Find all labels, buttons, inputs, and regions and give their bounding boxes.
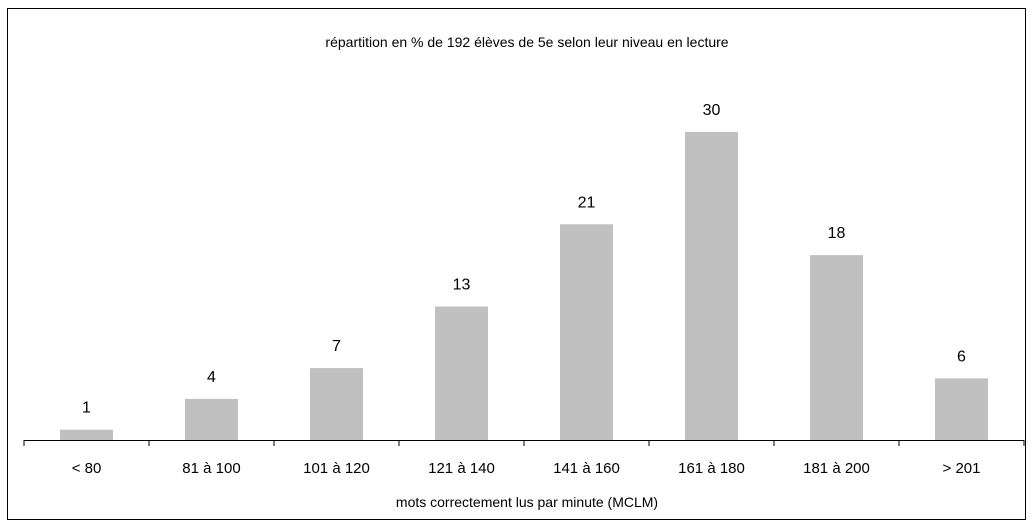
data-label-7: 6 <box>957 348 966 365</box>
x-tick-label-1: 81 à 100 <box>182 460 240 477</box>
data-label-6: 18 <box>828 225 846 242</box>
x-tick-label-5: 161 à 180 <box>678 460 745 477</box>
x-tick-label-6: 181 à 200 <box>803 460 870 477</box>
bar-3 <box>435 306 488 440</box>
bar-6 <box>810 255 863 440</box>
bar-7 <box>935 378 988 440</box>
data-label-1: 4 <box>207 369 216 386</box>
x-axis-label: mots correctement lus par minute (MCLM) <box>396 494 658 510</box>
data-label-2: 7 <box>332 338 341 355</box>
x-tick-label-0: < 80 <box>72 460 102 477</box>
chart-title: répartition en % de 192 élèves de 5e sel… <box>325 34 728 50</box>
data-label-3: 13 <box>453 277 471 294</box>
data-label-4: 21 <box>578 194 596 211</box>
x-tick-label-7: > 201 <box>943 460 981 477</box>
bar-4 <box>560 224 613 440</box>
x-tick-label-3: 121 à 140 <box>428 460 495 477</box>
bar-1 <box>185 398 238 440</box>
data-label-0: 1 <box>82 400 91 417</box>
data-label-5: 30 <box>703 102 721 119</box>
x-tick-label-2: 101 à 120 <box>303 460 370 477</box>
x-tick-label-4: 141 à 160 <box>553 460 620 477</box>
bar-2 <box>310 368 363 440</box>
bar-5 <box>685 131 738 440</box>
bar-0 <box>60 429 113 440</box>
